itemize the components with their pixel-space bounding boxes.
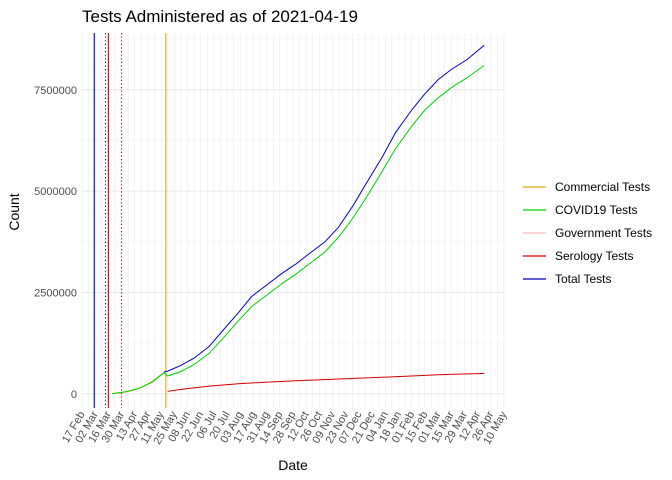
legend: Commercial Tests COVID19 Tests Government …	[523, 180, 652, 286]
reference-lines	[93, 33, 167, 408]
plot-grid	[81, 33, 505, 408]
legend-label: Government Tests	[555, 226, 652, 240]
legend-label: Total Tests	[555, 272, 611, 286]
series-lines	[112, 44, 485, 395]
y-tick-label: 7500000	[34, 85, 77, 97]
y-tick-label: 2500000	[34, 287, 77, 299]
y-axis-title: Count	[6, 193, 22, 230]
x-axis-title: Date	[278, 457, 308, 473]
y-tick-label: 5000000	[34, 186, 77, 198]
series-line	[112, 64, 485, 395]
chart-title: Tests Administered as of 2021-04-19	[82, 7, 358, 26]
series-line	[167, 373, 485, 392]
legend-label: COVID19 Tests	[555, 203, 637, 217]
y-axis-ticks: 0 2500000 5000000 7500000	[34, 85, 77, 401]
series-line	[112, 372, 165, 395]
legend-label: Commercial Tests	[555, 180, 650, 194]
y-tick-label: 0	[71, 389, 77, 401]
legend-label: Serology Tests	[555, 249, 634, 263]
series-line	[163, 44, 485, 373]
